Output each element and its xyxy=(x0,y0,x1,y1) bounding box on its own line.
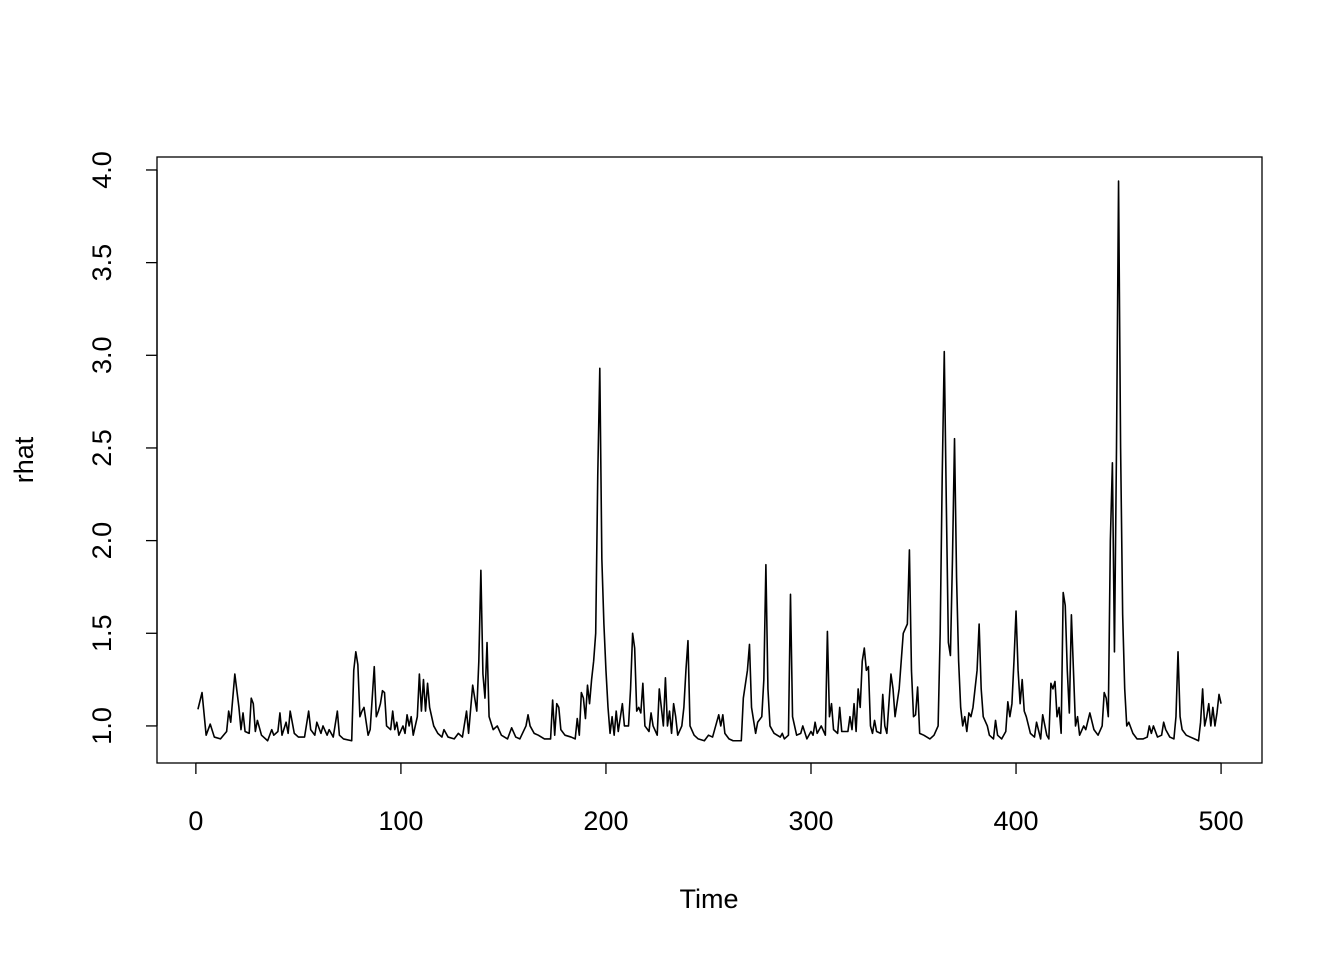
x-tick-label: 200 xyxy=(583,806,628,836)
x-tick-label: 500 xyxy=(1199,806,1244,836)
y-tick-label: 3.0 xyxy=(87,337,117,375)
y-tick-label: 1.0 xyxy=(87,707,117,745)
y-tick-label: 1.5 xyxy=(87,615,117,653)
y-tick-label: 3.5 xyxy=(87,244,117,282)
plot-frame xyxy=(156,156,1263,764)
x-tick-label: 400 xyxy=(994,806,1039,836)
x-axis-label: Time xyxy=(680,884,739,914)
y-axis-label: rhat xyxy=(9,436,39,483)
x-tick-label: 300 xyxy=(788,806,833,836)
y-tick-label: 2.5 xyxy=(87,429,117,467)
x-tick-label: 0 xyxy=(188,806,203,836)
y-tick-label: 4.0 xyxy=(87,151,117,189)
y-tick-label: 2.0 xyxy=(87,522,117,560)
x-tick-label: 100 xyxy=(378,806,423,836)
series-line xyxy=(197,180,1222,742)
